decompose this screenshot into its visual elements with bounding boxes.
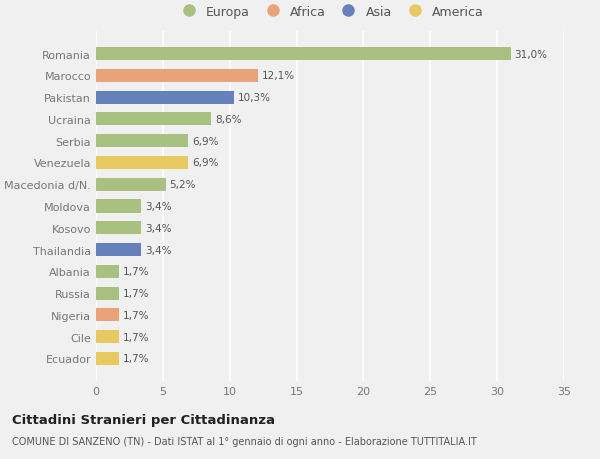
Text: 5,2%: 5,2%	[170, 180, 196, 190]
Bar	[96, 70, 258, 83]
Bar	[96, 243, 142, 257]
Legend: Europa, Africa, Asia, America: Europa, Africa, Asia, America	[172, 2, 488, 22]
Text: 31,0%: 31,0%	[515, 50, 548, 60]
Bar	[96, 222, 142, 235]
Text: 1,7%: 1,7%	[123, 353, 149, 364]
Text: 6,9%: 6,9%	[192, 158, 219, 168]
Bar	[96, 135, 188, 148]
Bar	[96, 287, 119, 300]
Text: 12,1%: 12,1%	[262, 71, 295, 81]
Bar	[96, 113, 211, 126]
Bar	[96, 178, 166, 191]
Text: 1,7%: 1,7%	[123, 288, 149, 298]
Bar	[96, 91, 234, 105]
Text: 3,4%: 3,4%	[145, 202, 172, 212]
Text: Cittadini Stranieri per Cittadinanza: Cittadini Stranieri per Cittadinanza	[12, 413, 275, 426]
Bar	[96, 352, 119, 365]
Text: COMUNE DI SANZENO (TN) - Dati ISTAT al 1° gennaio di ogni anno - Elaborazione TU: COMUNE DI SANZENO (TN) - Dati ISTAT al 1…	[12, 436, 477, 446]
Text: 6,9%: 6,9%	[192, 136, 219, 146]
Text: 3,4%: 3,4%	[145, 245, 172, 255]
Bar	[96, 200, 142, 213]
Text: 3,4%: 3,4%	[145, 223, 172, 233]
Text: 1,7%: 1,7%	[123, 310, 149, 320]
Text: 8,6%: 8,6%	[215, 115, 242, 125]
Bar	[96, 157, 188, 170]
Text: 1,7%: 1,7%	[123, 332, 149, 342]
Text: 1,7%: 1,7%	[123, 267, 149, 277]
Bar	[96, 265, 119, 278]
Text: 10,3%: 10,3%	[238, 93, 271, 103]
Bar	[96, 308, 119, 322]
Bar	[96, 48, 511, 61]
Bar	[96, 330, 119, 343]
